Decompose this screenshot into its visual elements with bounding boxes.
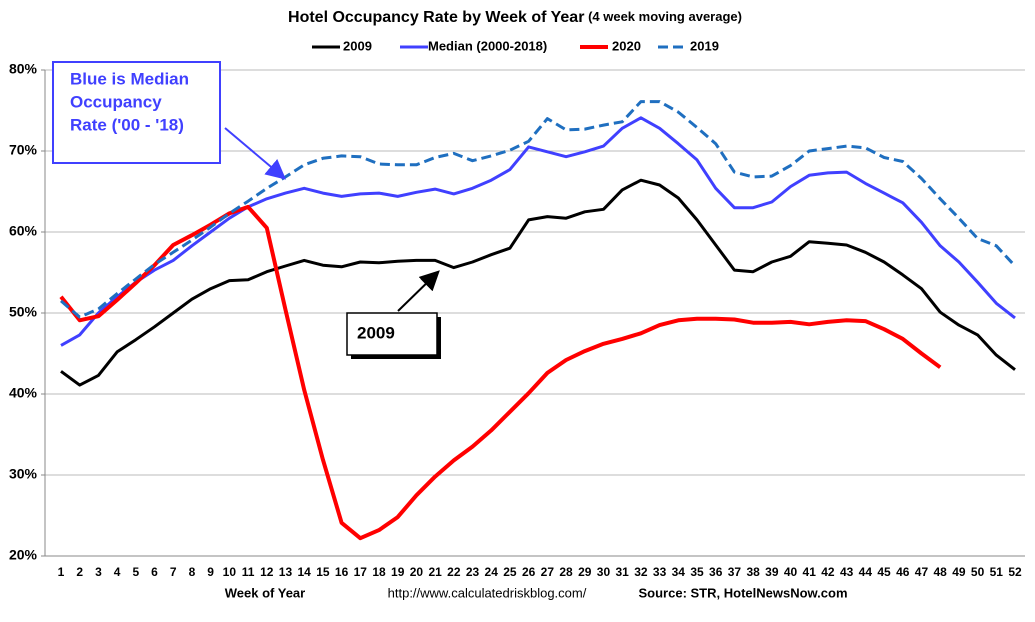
x-tick-label: 47 bbox=[915, 565, 929, 579]
series-line bbox=[60, 116, 1016, 347]
x-axis-label: Week of Year bbox=[225, 585, 305, 600]
x-tick-label: 27 bbox=[541, 565, 555, 579]
x-tick-label: 17 bbox=[354, 565, 368, 579]
x-tick-label: 10 bbox=[223, 565, 237, 579]
y-tick-label: 30% bbox=[9, 466, 38, 482]
x-tick-label: 9 bbox=[207, 565, 214, 579]
y-tick-label: 60% bbox=[9, 223, 38, 239]
x-tick-label: 12 bbox=[260, 565, 274, 579]
x-tick-label: 19 bbox=[391, 565, 405, 579]
x-tick-label: 11 bbox=[242, 565, 255, 579]
x-tick-label: 45 bbox=[877, 565, 891, 579]
series-line bbox=[59, 204, 942, 541]
x-tick-label: 2 bbox=[76, 565, 83, 579]
x-tick-label: 8 bbox=[189, 565, 196, 579]
x-tick-label: 22 bbox=[447, 565, 461, 579]
x-tick-label: 6 bbox=[151, 565, 158, 579]
x-tick-label: 26 bbox=[522, 565, 536, 579]
annotation-text: Rate ('00 - '18) bbox=[70, 115, 184, 134]
annotation-box bbox=[52, 61, 221, 164]
annotation-box bbox=[346, 312, 438, 356]
x-tick-label: 5 bbox=[132, 565, 139, 579]
chart-title: Hotel Occupancy Rate by Week of Year bbox=[288, 9, 584, 26]
x-tick-label: 43 bbox=[840, 565, 854, 579]
series-line bbox=[60, 178, 1016, 387]
y-tick-label: 40% bbox=[9, 385, 38, 401]
source: Source: STR, HotelNewsNow.com bbox=[639, 585, 848, 600]
annotation-arrow bbox=[397, 270, 440, 312]
legend-label: Median (2000-2018) bbox=[428, 38, 547, 53]
x-tick-label: 42 bbox=[821, 565, 835, 579]
x-tick-label: 16 bbox=[335, 565, 349, 579]
source-url: http://www.calculatedriskblog.com/ bbox=[388, 585, 587, 600]
x-tick-label: 23 bbox=[466, 565, 480, 579]
legend-label: 2009 bbox=[343, 38, 372, 53]
annotation-text: 2009 bbox=[357, 323, 395, 342]
y-tick-label: 20% bbox=[9, 547, 38, 563]
chart-subtitle: (4 week moving average) bbox=[588, 9, 742, 24]
y-tick-label: 80% bbox=[9, 61, 38, 77]
x-tick-label: 14 bbox=[297, 565, 311, 579]
x-tick-label: 28 bbox=[559, 565, 573, 579]
x-tick-label: 51 bbox=[990, 565, 1004, 579]
x-tick-label: 44 bbox=[859, 565, 873, 579]
x-tick-label: 32 bbox=[634, 565, 648, 579]
x-tick-label: 31 bbox=[615, 565, 629, 579]
x-tick-label: 38 bbox=[746, 565, 760, 579]
x-tick-label: 21 bbox=[428, 565, 442, 579]
x-tick-label: 35 bbox=[690, 565, 704, 579]
x-tick-label: 33 bbox=[653, 565, 667, 579]
x-tick-label: 24 bbox=[485, 565, 499, 579]
x-tick-label: 15 bbox=[316, 565, 330, 579]
x-tick-label: 50 bbox=[971, 565, 985, 579]
x-tick-label: 1 bbox=[58, 565, 65, 579]
annotation-text: Occupancy bbox=[70, 92, 162, 111]
annotation-arrow bbox=[224, 127, 287, 180]
x-tick-label: 18 bbox=[372, 565, 386, 579]
x-tick-label: 7 bbox=[170, 565, 177, 579]
x-tick-label: 48 bbox=[933, 565, 947, 579]
x-tick-label: 37 bbox=[728, 565, 742, 579]
x-tick-label: 52 bbox=[1008, 565, 1022, 579]
annotation-text: Blue is Median bbox=[70, 69, 189, 88]
x-tick-label: 36 bbox=[709, 565, 723, 579]
y-tick-label: 50% bbox=[9, 304, 38, 320]
series-line bbox=[60, 100, 1017, 319]
legend-label: 2020 bbox=[612, 38, 641, 53]
x-tick-label: 13 bbox=[279, 565, 293, 579]
x-tick-label: 25 bbox=[503, 565, 517, 579]
y-tick-label: 70% bbox=[9, 142, 38, 158]
x-tick-label: 39 bbox=[765, 565, 779, 579]
x-tick-label: 30 bbox=[597, 565, 611, 579]
x-tick-label: 49 bbox=[952, 565, 966, 579]
legend-label: 2019 bbox=[690, 38, 719, 53]
x-tick-label: 46 bbox=[896, 565, 910, 579]
x-tick-label: 20 bbox=[410, 565, 424, 579]
x-tick-label: 3 bbox=[95, 565, 102, 579]
x-tick-label: 34 bbox=[672, 565, 686, 579]
chart-title-group: Hotel Occupancy Rate by Week of Year (4 … bbox=[288, 9, 742, 26]
x-tick-label: 40 bbox=[784, 565, 798, 579]
x-tick-label: 29 bbox=[578, 565, 592, 579]
x-tick-label: 4 bbox=[114, 565, 121, 579]
x-tick-label: 41 bbox=[803, 565, 817, 579]
